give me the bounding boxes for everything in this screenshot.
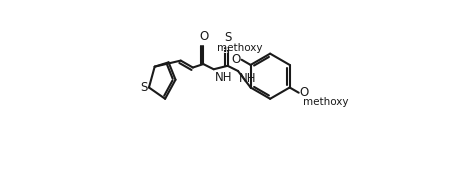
Text: O: O — [199, 30, 208, 43]
Text: methoxy: methoxy — [217, 43, 263, 53]
Text: O: O — [231, 53, 241, 66]
Text: S: S — [141, 81, 148, 94]
Text: S: S — [225, 32, 232, 44]
Text: O: O — [300, 86, 309, 99]
Text: methoxy: methoxy — [211, 43, 263, 56]
Text: NH: NH — [239, 72, 256, 85]
Text: methoxy: methoxy — [303, 97, 349, 107]
Text: NH: NH — [215, 71, 232, 84]
